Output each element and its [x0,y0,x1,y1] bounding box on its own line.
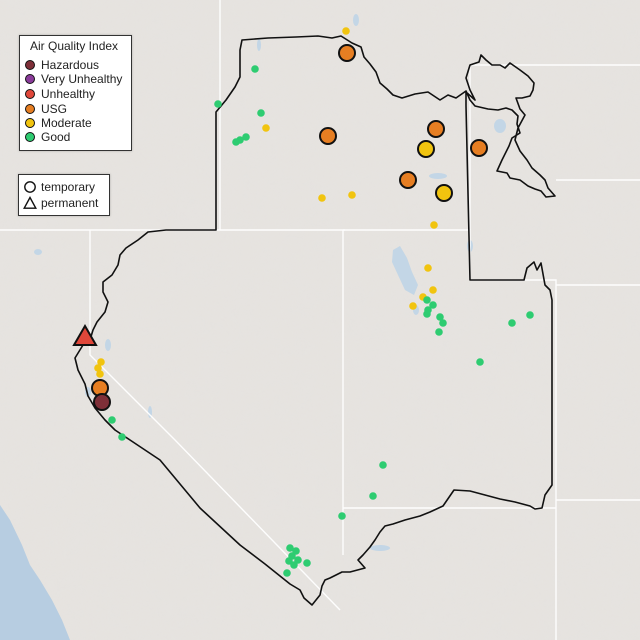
lake-mead [370,545,390,551]
monitor-dot-moderate[interactable] [409,302,417,310]
legend-label-usg: USG [41,102,68,116]
monitor-marker-moderate-temporary[interactable] [435,184,453,202]
monitor-dot-moderate[interactable] [342,27,350,35]
monitor-marker-usg-temporary[interactable] [319,127,337,145]
legend-label-unhealthy: Unhealthy [41,87,96,101]
monitor-marker-usg-temporary[interactable] [338,44,356,62]
monitor-type-legend: temporary permanent [18,174,110,216]
monitor-dot-good[interactable] [429,301,437,309]
legend-item-very-unhealthy: Very Unhealthy [25,72,122,86]
legend-item-hazardous: Hazardous [25,58,99,72]
monitor-dot-good[interactable] [257,109,265,117]
monitor-dot-good[interactable] [286,544,294,552]
monitor-dot-good[interactable] [476,358,484,366]
legend-item-moderate: Moderate [25,116,92,130]
legend-item-good: Good [25,130,70,144]
monitor-marker-usg-temporary[interactable] [427,120,445,138]
aqi-legend-title: Air Quality Index [30,39,119,53]
monitor-dot-good[interactable] [439,319,447,327]
monitor-marker-moderate-temporary[interactable] [417,140,435,158]
monitor-dot-good[interactable] [435,328,443,336]
monitor-dot-moderate[interactable] [318,194,326,202]
legend-label-permanent: permanent [41,196,99,210]
circle-icon [24,181,36,193]
monitor-dot-good[interactable] [526,311,534,319]
monitor-marker-hazardous-temporary[interactable] [93,393,111,411]
very-unhealthy-swatch-icon [25,74,35,84]
monitor-marker-unhealthy-permanent[interactable] [72,324,98,346]
triangle-icon [23,196,37,209]
monitor-marker-usg-temporary[interactable] [470,139,488,157]
hazardous-swatch-icon [25,60,35,70]
yellowstone-lake [494,119,506,133]
monitor-dot-moderate[interactable] [97,358,105,366]
legend-label-hazardous: Hazardous [41,58,100,72]
monitor-dot-good[interactable] [290,561,298,569]
pyramid-lake [105,339,111,351]
coeur-dalene-lake [257,39,261,51]
monitor-dot-good[interactable] [118,433,126,441]
region-border [74,35,556,606]
american-falls-reservoir [429,173,447,179]
monitor-dot-good[interactable] [283,569,291,577]
legend-label-temporary: temporary [41,180,96,194]
monitor-dot-good[interactable] [369,492,377,500]
monitor-dot-good[interactable] [379,461,387,469]
monitor-dot-moderate[interactable] [429,286,437,294]
legend-label-moderate: Moderate [41,116,92,130]
great-salt-lake [392,246,418,295]
walker-lake [148,406,152,418]
monitor-dot-good[interactable] [232,138,240,146]
legend-label-very-unhealthy: Very Unhealthy [41,72,123,86]
monitor-dot-good[interactable] [436,313,444,321]
monitor-markers [72,44,488,411]
legend-item-permanent: permanent [23,196,98,210]
legend-item-usg: USG [25,102,67,116]
monitor-dot-moderate[interactable] [430,221,438,229]
monitor-dot-good[interactable] [423,310,431,318]
monitor-marker-usg-temporary[interactable] [399,171,417,189]
monitor-dot-good[interactable] [338,512,346,520]
monitor-dot-good[interactable] [108,416,116,424]
monitor-dot-moderate[interactable] [348,191,356,199]
monitor-points [94,27,534,577]
monitor-dot-moderate[interactable] [96,370,104,378]
legend-label-good: Good [41,130,71,144]
usg-swatch-icon [25,104,35,114]
monitor-dot-moderate[interactable] [424,264,432,272]
legend-item-temporary: temporary [23,180,95,194]
monitor-dot-good[interactable] [508,319,516,327]
monitor-dot-good[interactable] [251,65,259,73]
legend-item-unhealthy: Unhealthy [25,87,95,101]
monitor-dot-good[interactable] [303,559,311,567]
monitor-dot-moderate[interactable] [94,364,102,372]
pacific-ocean [0,505,70,640]
shasta-lake [34,249,42,255]
monitor-dot-good[interactable] [423,296,431,304]
unhealthy-swatch-icon [25,89,35,99]
flathead-lake [353,14,359,26]
aqi-legend: Air Quality Index Hazardous Very Unhealt… [19,35,132,151]
monitor-dot-good[interactable] [214,100,222,108]
monitor-dot-good[interactable] [242,133,250,141]
moderate-swatch-icon [25,118,35,128]
good-swatch-icon [25,132,35,142]
monitor-dot-moderate[interactable] [262,124,270,132]
